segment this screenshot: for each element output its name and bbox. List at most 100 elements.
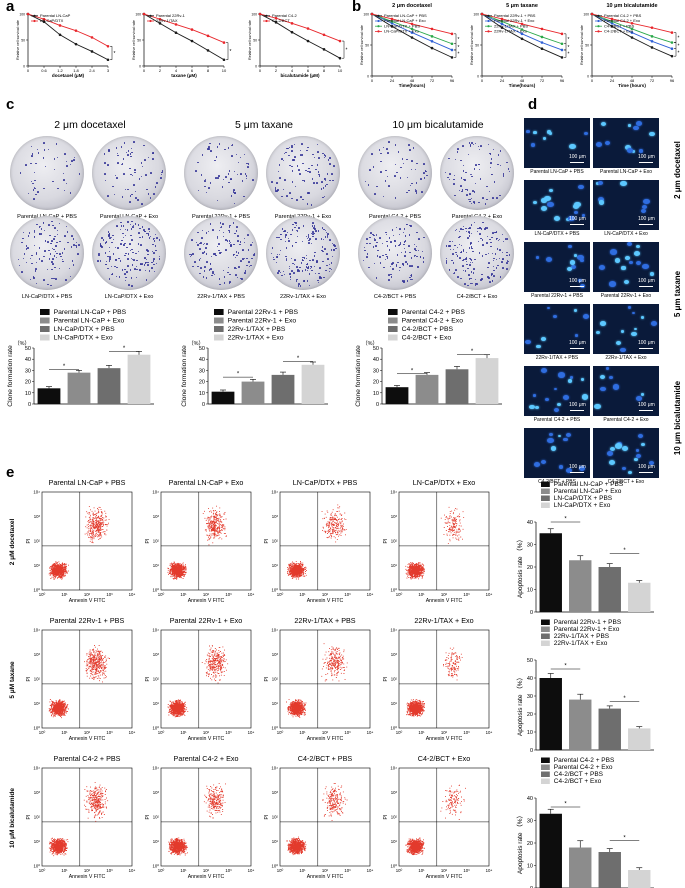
colony: [233, 170, 236, 173]
colony: [153, 258, 155, 260]
x-tick-label: 10⁰: [39, 868, 46, 873]
bar: [598, 567, 621, 612]
colony: [469, 144, 472, 146]
colony: [52, 224, 54, 227]
y-tick-label: 10²: [153, 815, 160, 820]
colony: [137, 199, 139, 202]
colony: [149, 197, 152, 199]
colony: [319, 276, 321, 278]
colony: [404, 240, 407, 242]
colony: [388, 141, 390, 143]
fluorescence-image: 100 μm: [593, 180, 659, 230]
colony: [139, 236, 141, 239]
colony: [286, 195, 288, 197]
colony: [495, 258, 498, 261]
x-tick-label: 10³: [106, 868, 113, 873]
colony: [406, 191, 408, 194]
significance-bracket: [454, 49, 457, 58]
colony: [147, 253, 149, 256]
colony: [492, 259, 495, 262]
colony: [322, 260, 324, 263]
colony: [104, 179, 107, 182]
colony: [382, 146, 385, 149]
colony: [325, 269, 327, 272]
y-tick-label: 10³: [153, 790, 160, 795]
bar: [475, 358, 499, 404]
colony: [27, 192, 30, 195]
colony: [388, 237, 391, 239]
x-tick-label: 10³: [463, 592, 470, 597]
colony: [50, 242, 53, 245]
colony: [320, 188, 323, 190]
colony: [305, 169, 307, 172]
significance-star: *: [297, 356, 300, 362]
colony: [318, 277, 321, 279]
data-point: [322, 48, 326, 51]
colony: [248, 265, 251, 268]
data-point: [410, 36, 414, 39]
colony: [313, 265, 316, 268]
event-dots: [167, 505, 227, 580]
plot-title: Parental LN-CaP + Exo: [169, 478, 244, 487]
colony: [56, 252, 58, 255]
y-tick-label: 10³: [391, 652, 398, 657]
colony: [329, 179, 331, 182]
colony: [35, 252, 38, 254]
legend-label: C4-2/BCT + Exo: [604, 29, 634, 34]
colony: [469, 145, 472, 147]
colony: [496, 248, 499, 250]
colony: [73, 244, 75, 246]
y-tick-label: 100: [473, 12, 479, 16]
colony: [379, 256, 381, 258]
colony: [29, 257, 32, 260]
bar: [598, 852, 621, 888]
colony: [332, 179, 334, 182]
colony: [282, 159, 285, 162]
colony: [294, 259, 296, 261]
colony: [293, 272, 295, 274]
event-dots: [48, 645, 110, 719]
colony: [279, 271, 282, 274]
colony: [216, 146, 219, 148]
colony: [327, 233, 329, 235]
y-tick-label: 10¹: [272, 839, 279, 844]
colony: [108, 278, 111, 280]
plot-title: Parental 22Rv-1 + Exo: [170, 616, 243, 625]
colony: [201, 154, 204, 156]
nucleus: [633, 125, 639, 131]
colony: [309, 259, 311, 262]
data-point: [430, 35, 434, 38]
group-label: 2 μm docetaxel: [673, 141, 682, 199]
plot-frame: [41, 629, 133, 729]
image-caption: Parental C4-2 + PBS: [533, 417, 581, 423]
y-tick-label: 10¹: [153, 563, 160, 568]
nucleus: [604, 140, 610, 145]
scale-bar: [570, 162, 584, 163]
colony: [108, 260, 111, 262]
x-axis-label: Annexin V FITC: [69, 736, 106, 742]
plot-title: Parental 22Rv-1 + PBS: [50, 616, 125, 625]
colony: [276, 190, 278, 192]
colony: [134, 190, 137, 193]
colony: [372, 166, 375, 168]
colony: [485, 253, 487, 256]
colony: [454, 158, 457, 161]
colony: [312, 235, 314, 238]
plate-caption: LN-CaP/DTX + Exo: [104, 294, 154, 300]
colony: [473, 168, 476, 170]
colony: [411, 182, 413, 185]
colony: [465, 230, 468, 233]
colony: [324, 236, 327, 238]
colony: [64, 235, 66, 237]
colony: [362, 259, 365, 262]
colony: [478, 201, 480, 204]
colony: [399, 266, 401, 269]
colony: [34, 270, 37, 272]
legend-label: Parental 22Rv-1 + PBS: [228, 309, 299, 316]
colony: [271, 247, 274, 249]
colony: [326, 183, 328, 186]
colony: [334, 245, 336, 247]
colony: [506, 259, 509, 262]
legend-swatch: [541, 626, 550, 632]
data-point: [650, 35, 654, 38]
